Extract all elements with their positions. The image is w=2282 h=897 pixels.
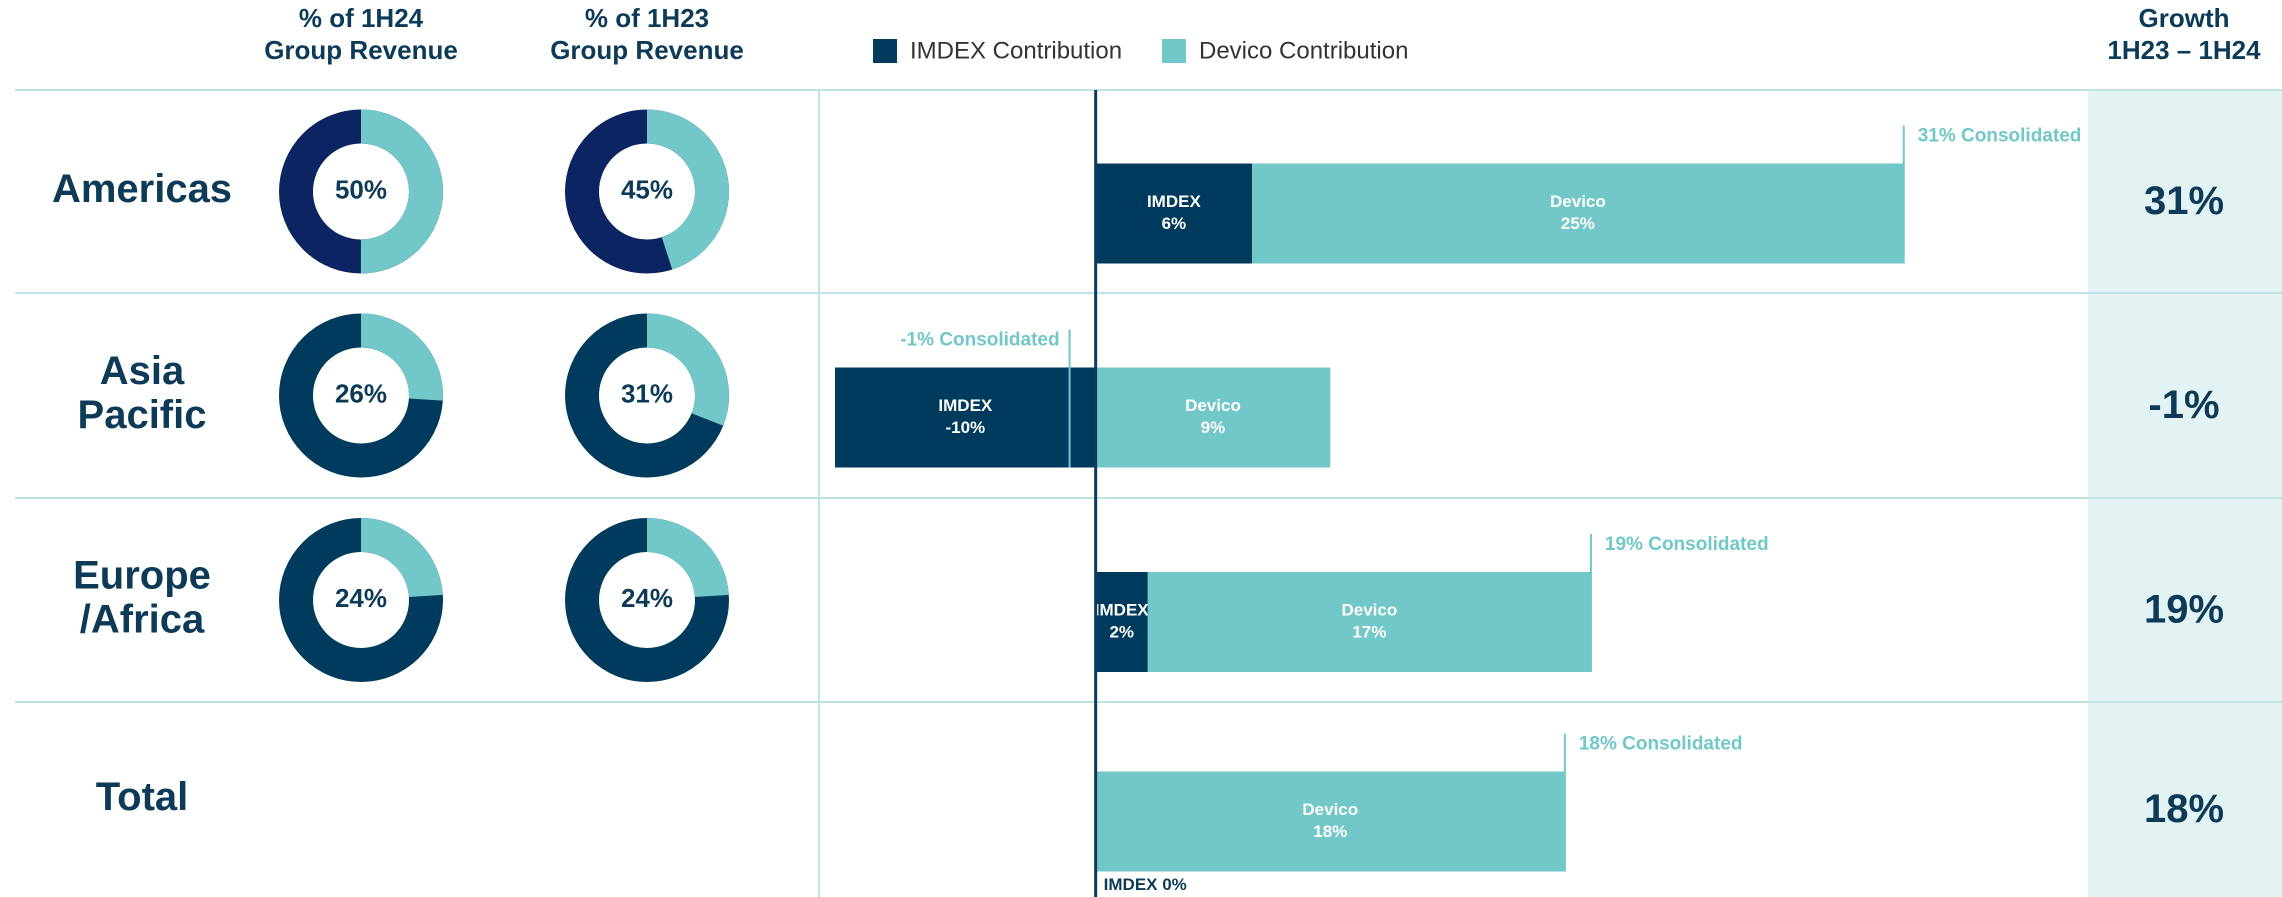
devico-segment-name: Devico	[1341, 600, 1397, 619]
region-label: Pacific	[78, 393, 207, 437]
growth-value: 31%	[2144, 179, 2224, 223]
donut-segment	[279, 313, 443, 478]
region-label: Asia	[100, 349, 185, 393]
donut-label: 26%	[335, 378, 387, 408]
consolidated-label: 19% Consolidated	[1605, 534, 1769, 555]
region-label: Europe	[73, 554, 211, 598]
legend-label: IMDEX Contribution	[910, 37, 1122, 64]
devico-bar	[1095, 367, 1331, 468]
imdex-segment-name: IMDEX	[1147, 192, 1202, 211]
column-header: % of 1H24	[299, 3, 424, 33]
donut-label: 24%	[335, 583, 387, 613]
imdex-value-label: IMDEX 0%	[1104, 875, 1187, 894]
legend-swatch	[1162, 39, 1186, 63]
donut-segment	[279, 109, 443, 274]
devico-value-label: 18%	[1313, 822, 1347, 841]
legend-label: Devico Contribution	[1199, 37, 1408, 64]
donut-label: 24%	[621, 583, 673, 613]
donut-segment	[565, 518, 729, 682]
devico-bar	[1252, 163, 1904, 264]
devico-value-label: 9%	[1201, 418, 1226, 437]
devico-segment-name: Devico	[1302, 800, 1358, 819]
column-header: Group Revenue	[264, 35, 458, 65]
donut-segment	[565, 109, 729, 274]
column-header: 1H23 – 1H24	[2107, 35, 2261, 65]
growth-column-bg	[2088, 90, 2282, 897]
devico-bar	[1147, 572, 1591, 672]
consolidated-label: 31% Consolidated	[1918, 126, 2082, 147]
growth-value: -1%	[2148, 383, 2219, 427]
imdex-value-label: -10%	[945, 418, 985, 437]
imdex-value-label: 6%	[1162, 214, 1187, 233]
legend-swatch	[873, 39, 897, 63]
donut-label: 50%	[335, 174, 387, 204]
region-label: Americas	[52, 167, 232, 211]
column-header: % of 1H23	[585, 3, 709, 33]
donut-label: 31%	[621, 378, 673, 408]
devico-value-label: 17%	[1352, 622, 1386, 641]
growth-value: 18%	[2144, 787, 2224, 831]
region-label: Total	[96, 775, 189, 819]
donut-segment	[279, 518, 443, 682]
devico-segment-name: Devico	[1185, 396, 1241, 415]
imdex-segment-name: IMDEX	[1095, 600, 1150, 619]
donut-label: 45%	[621, 174, 673, 204]
consolidated-label: 18% Consolidated	[1579, 734, 1743, 755]
growth-value: 19%	[2144, 588, 2224, 632]
imdex-bar	[1095, 572, 1148, 672]
column-header: Growth	[2139, 3, 2230, 33]
imdex-segment-name: IMDEX	[938, 396, 993, 415]
imdex-value-label: 2%	[1109, 622, 1134, 641]
consolidated-label: -1% Consolidated	[900, 330, 1059, 351]
region-label: /Africa	[80, 598, 205, 642]
column-header: Group Revenue	[550, 35, 744, 65]
devico-segment-name: Devico	[1550, 192, 1606, 211]
imdex-bar	[835, 367, 1096, 468]
devico-value-label: 25%	[1561, 214, 1595, 233]
donut-segment	[565, 313, 729, 478]
imdex-bar	[1095, 163, 1253, 264]
devico-bar	[1095, 771, 1565, 872]
